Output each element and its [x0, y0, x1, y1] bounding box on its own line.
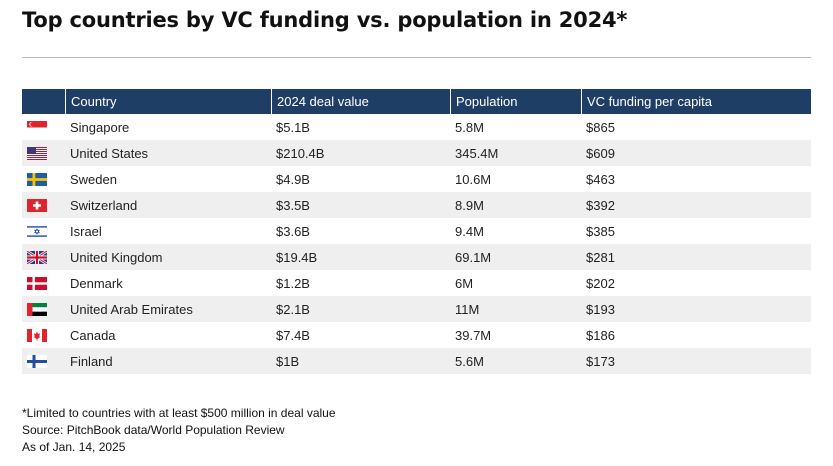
country-cell: Switzerland — [70, 198, 138, 213]
table-row: Denmark $1.2B 6M $202 — [22, 270, 811, 296]
per-capita-cell: $463 — [586, 172, 615, 187]
flag-cell — [22, 270, 65, 296]
per-capita-cell: $385 — [586, 224, 615, 239]
table-row: Sweden $4.9B 10.6M $463 — [22, 166, 811, 192]
deal-value-cell: $210.4B — [276, 146, 325, 161]
header-deal-value: 2024 deal value — [271, 89, 450, 114]
population-cell: 10.6M — [455, 172, 492, 187]
population-cell: 9.4M — [455, 224, 484, 239]
country-cell: United States — [70, 146, 149, 161]
united-states-flag-icon — [27, 146, 47, 160]
table-header: Country 2024 deal value Population VC fu… — [22, 89, 811, 114]
country-cell: United Kingdom — [70, 250, 163, 265]
header-flag — [22, 89, 65, 114]
chart-title: Top countries by VC funding vs. populati… — [22, 8, 628, 32]
per-capita-cell: $202 — [586, 276, 615, 291]
uae-flag-icon — [27, 302, 47, 316]
per-capita-cell: $173 — [586, 354, 615, 369]
flag-cell — [22, 114, 65, 140]
deal-value-cell: $19.4B — [276, 250, 318, 265]
population-cell: 8.9M — [455, 198, 484, 213]
finland-flag-icon — [27, 354, 47, 368]
country-cell: Canada — [70, 328, 116, 343]
country-cell: United Arab Emirates — [70, 302, 193, 317]
data-table: Country 2024 deal value Population VC fu… — [22, 89, 811, 374]
population-cell: 11M — [455, 302, 480, 317]
per-capita-cell: $193 — [586, 302, 615, 317]
flag-cell — [22, 166, 65, 192]
table-row: United States $210.4B 345.4M $609 — [22, 140, 811, 166]
footnote: *Limited to countries with at least $500… — [22, 406, 336, 420]
table-row: United Arab Emirates $2.1B 11M $193 — [22, 296, 811, 322]
country-cell: Denmark — [70, 276, 123, 291]
footnotes: *Limited to countries with at least $500… — [22, 405, 336, 456]
flag-cell — [22, 296, 65, 322]
singapore-flag-icon — [27, 120, 47, 134]
population-cell: 5.6M — [455, 354, 484, 369]
sweden-flag-icon — [27, 172, 47, 186]
deal-value-cell: $3.5B — [276, 198, 310, 213]
per-capita-cell: $281 — [586, 250, 615, 265]
population-cell: 6M — [455, 276, 474, 291]
table-row: Singapore $5.1B 5.8M $865 — [22, 114, 811, 140]
table-row: Finland $1B 5.6M $173 — [22, 348, 811, 374]
deal-value-cell: $5.1B — [276, 120, 310, 135]
source-note: Source: PitchBook data/World Population … — [22, 423, 285, 437]
population-cell: 69.1M — [455, 250, 492, 265]
as-of-note: As of Jan. 14, 2025 — [22, 440, 126, 454]
table-row: Israel $3.6B 9.4M $385 — [22, 218, 811, 244]
country-cell: Israel — [70, 224, 102, 239]
deal-value-cell: $2.1B — [276, 302, 310, 317]
population-cell: 5.8M — [455, 120, 484, 135]
header-country: Country — [65, 89, 271, 114]
deal-value-cell: $3.6B — [276, 224, 310, 239]
per-capita-cell: $609 — [586, 146, 615, 161]
country-cell: Finland — [70, 354, 113, 369]
united-kingdom-flag-icon — [27, 250, 47, 264]
population-cell: 345.4M — [455, 146, 499, 161]
flag-cell — [22, 348, 65, 374]
header-population: Population — [450, 89, 581, 114]
deal-value-cell: $1B — [276, 354, 300, 369]
divider — [22, 57, 811, 58]
deal-value-cell: $7.4B — [276, 328, 310, 343]
country-cell: Singapore — [70, 120, 130, 135]
table-row: United Kingdom $19.4B 69.1M $281 — [22, 244, 811, 270]
country-cell: Sweden — [70, 172, 117, 187]
table-row: Switzerland $3.5B 8.9M $392 — [22, 192, 811, 218]
flag-cell — [22, 244, 65, 270]
israel-flag-icon — [27, 224, 47, 238]
per-capita-cell: $865 — [586, 120, 615, 135]
flag-cell — [22, 322, 65, 348]
per-capita-cell: $186 — [586, 328, 615, 343]
header-per-capita: VC funding per capita — [581, 89, 811, 114]
flag-cell — [22, 192, 65, 218]
population-cell: 39.7M — [455, 328, 492, 343]
switzerland-flag-icon — [27, 198, 47, 212]
denmark-flag-icon — [27, 276, 47, 290]
table-body: Singapore $5.1B 5.8M $865 United States $210.… — [22, 114, 811, 374]
per-capita-cell: $392 — [586, 198, 615, 213]
deal-value-cell: $4.9B — [276, 172, 310, 187]
canada-flag-icon — [27, 328, 47, 342]
table-row: Canada $7.4B 39.7M $186 — [22, 322, 811, 348]
flag-cell — [22, 218, 65, 244]
flag-cell — [22, 140, 65, 166]
deal-value-cell: $1.2B — [276, 276, 310, 291]
